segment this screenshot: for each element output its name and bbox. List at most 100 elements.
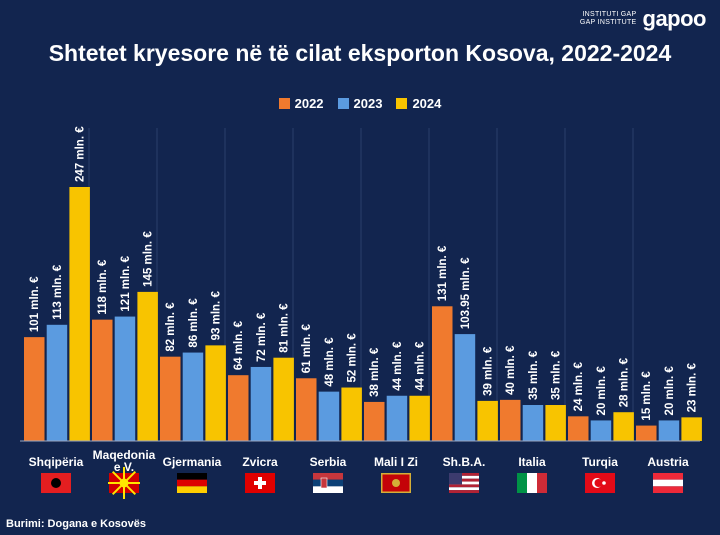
flag-stripe bbox=[177, 473, 207, 480]
data-label: 247 mln. € bbox=[75, 126, 87, 182]
data-label: 101 mln. € bbox=[29, 276, 41, 332]
flag-stripe bbox=[177, 479, 207, 487]
serbia-flag-icon bbox=[313, 473, 343, 493]
turkey-flag-icon bbox=[585, 473, 615, 493]
data-label: 93 mln. € bbox=[211, 291, 223, 341]
category-label: Austria bbox=[647, 455, 689, 469]
flag-stripe bbox=[653, 479, 683, 487]
albania-flag-icon bbox=[41, 473, 71, 493]
bar-2023-8 bbox=[590, 420, 612, 441]
data-label: 35 mln. € bbox=[551, 350, 563, 400]
legend-swatch-2023 bbox=[337, 98, 349, 109]
data-label: 82 mln. € bbox=[165, 302, 177, 352]
bar-2024-9 bbox=[681, 417, 702, 441]
bar-2023-2 bbox=[182, 352, 204, 441]
data-label: 39 mln. € bbox=[483, 346, 495, 396]
north-macedonia-flag-icon bbox=[108, 467, 140, 499]
bar-2022-3 bbox=[228, 375, 249, 441]
bar-2024-3 bbox=[273, 357, 294, 441]
flag-stripe bbox=[313, 486, 343, 493]
category-label: Shqipëria bbox=[29, 455, 84, 469]
bar-2024-0 bbox=[69, 187, 90, 441]
bar-2022-7 bbox=[500, 399, 521, 441]
bar-2023-5 bbox=[386, 395, 408, 441]
bar-2024-4 bbox=[341, 387, 362, 441]
bar-2023-6 bbox=[454, 334, 476, 441]
bar-2023-1 bbox=[114, 316, 136, 441]
data-label: 23 mln. € bbox=[687, 363, 699, 413]
category-label: Zvicra bbox=[242, 455, 278, 469]
data-label: 28 mln. € bbox=[619, 357, 631, 407]
flag-stripe bbox=[449, 475, 479, 479]
category-label: Gjermania bbox=[163, 455, 222, 469]
category-label: Sh.B.A. bbox=[443, 455, 486, 469]
flag-stripe bbox=[449, 487, 479, 491]
legend-item-2023: 2023 bbox=[337, 96, 383, 111]
data-label: 145 mln. € bbox=[143, 231, 155, 287]
austria-flag-icon bbox=[653, 473, 683, 493]
flag-stripe bbox=[177, 486, 207, 493]
data-label: 52 mln. € bbox=[347, 333, 359, 383]
flag-stripe bbox=[517, 473, 527, 493]
category-label: Italia bbox=[518, 455, 546, 469]
germany-flag-icon bbox=[177, 473, 207, 493]
bar-2023-4 bbox=[318, 391, 340, 441]
data-label: 38 mln. € bbox=[369, 347, 381, 397]
data-label: 20 mln. € bbox=[596, 366, 608, 416]
flag-stripe bbox=[449, 481, 479, 485]
category-label: Turqia bbox=[582, 455, 618, 469]
flag-stripe bbox=[449, 478, 479, 482]
category-label: Serbia bbox=[310, 455, 347, 469]
data-label: 131 mln. € bbox=[437, 245, 449, 301]
data-label: 61 mln. € bbox=[301, 323, 313, 373]
data-label: 81 mln. € bbox=[279, 303, 291, 353]
bar-2024-8 bbox=[613, 412, 634, 441]
switzerland-flag-icon bbox=[245, 473, 275, 493]
flag-crest bbox=[320, 477, 328, 489]
legend-swatch-2022 bbox=[278, 98, 290, 109]
bar-2024-5 bbox=[409, 395, 430, 441]
legend-label-2022: 2022 bbox=[294, 96, 324, 111]
bar-2022-8 bbox=[568, 416, 589, 441]
data-label: 20 mln. € bbox=[664, 366, 676, 416]
flag-crescent-cut bbox=[594, 479, 603, 487]
bar-2023-9 bbox=[658, 420, 680, 441]
data-label: 121 mln. € bbox=[120, 255, 132, 311]
flag-stripe bbox=[653, 473, 683, 480]
data-label: 40 mln. € bbox=[505, 345, 517, 395]
bar-2024-6 bbox=[477, 400, 498, 441]
source-note: Burimi: Dogana e Kosovës bbox=[6, 518, 146, 530]
montenegro-flag-icon bbox=[381, 473, 411, 493]
flag-stripe bbox=[449, 490, 479, 493]
category-label: Mali I Zi bbox=[374, 455, 418, 469]
legend-swatch-2024 bbox=[396, 98, 408, 109]
flag-star bbox=[602, 481, 606, 485]
data-label: 15 mln. € bbox=[641, 371, 653, 421]
flag-stripe bbox=[449, 473, 479, 476]
data-label: 118 mln. € bbox=[97, 259, 109, 315]
data-label: 24 mln. € bbox=[573, 361, 585, 411]
data-label: 113 mln. € bbox=[52, 264, 64, 320]
data-label: 72 mln. € bbox=[256, 312, 268, 362]
bar-2022-5 bbox=[364, 401, 385, 441]
legend-label-2023: 2023 bbox=[353, 96, 383, 111]
bar-2022-0 bbox=[24, 337, 45, 441]
data-label: 44 mln. € bbox=[415, 341, 427, 391]
brand-line-2: GAP INSTITUTE bbox=[579, 19, 637, 26]
data-label: 48 mln. € bbox=[324, 337, 336, 387]
data-label: 103.95 mln. € bbox=[460, 257, 472, 329]
brand-subtitle: INSTITUTI GAP GAP INSTITUTE bbox=[580, 11, 637, 27]
brand-line-1: INSTITUTI GAP bbox=[582, 11, 637, 18]
legend-label-2024: 2024 bbox=[412, 96, 442, 111]
flag-stripe bbox=[527, 473, 537, 493]
legend-item-2024: 2024 bbox=[396, 96, 441, 111]
brand-logo: INSTITUTI GAP GAP INSTITUTE gapoo bbox=[580, 6, 707, 32]
flag-ray bbox=[111, 470, 137, 496]
flag-stripe bbox=[313, 473, 343, 480]
bar-2023-7 bbox=[522, 405, 544, 441]
data-label: 86 mln. € bbox=[188, 298, 200, 348]
bar-2023-3 bbox=[250, 366, 272, 441]
bar-2024-7 bbox=[545, 405, 566, 441]
chart-title: Shtetet kryesore në të cilat eksporton K… bbox=[48, 40, 672, 66]
